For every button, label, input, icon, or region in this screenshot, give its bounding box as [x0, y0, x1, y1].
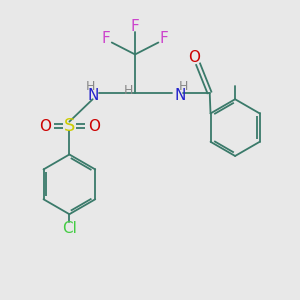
Text: N: N [174, 88, 185, 103]
Text: O: O [188, 50, 200, 65]
Text: F: F [160, 32, 169, 46]
Text: F: F [101, 32, 110, 46]
Text: H: H [124, 84, 133, 97]
Text: H: H [86, 80, 96, 93]
Text: O: O [88, 118, 100, 134]
Text: Cl: Cl [62, 221, 77, 236]
Text: N: N [88, 88, 99, 103]
Text: F: F [131, 19, 140, 34]
Text: H: H [179, 80, 188, 93]
Text: S: S [64, 117, 75, 135]
Text: O: O [39, 118, 51, 134]
